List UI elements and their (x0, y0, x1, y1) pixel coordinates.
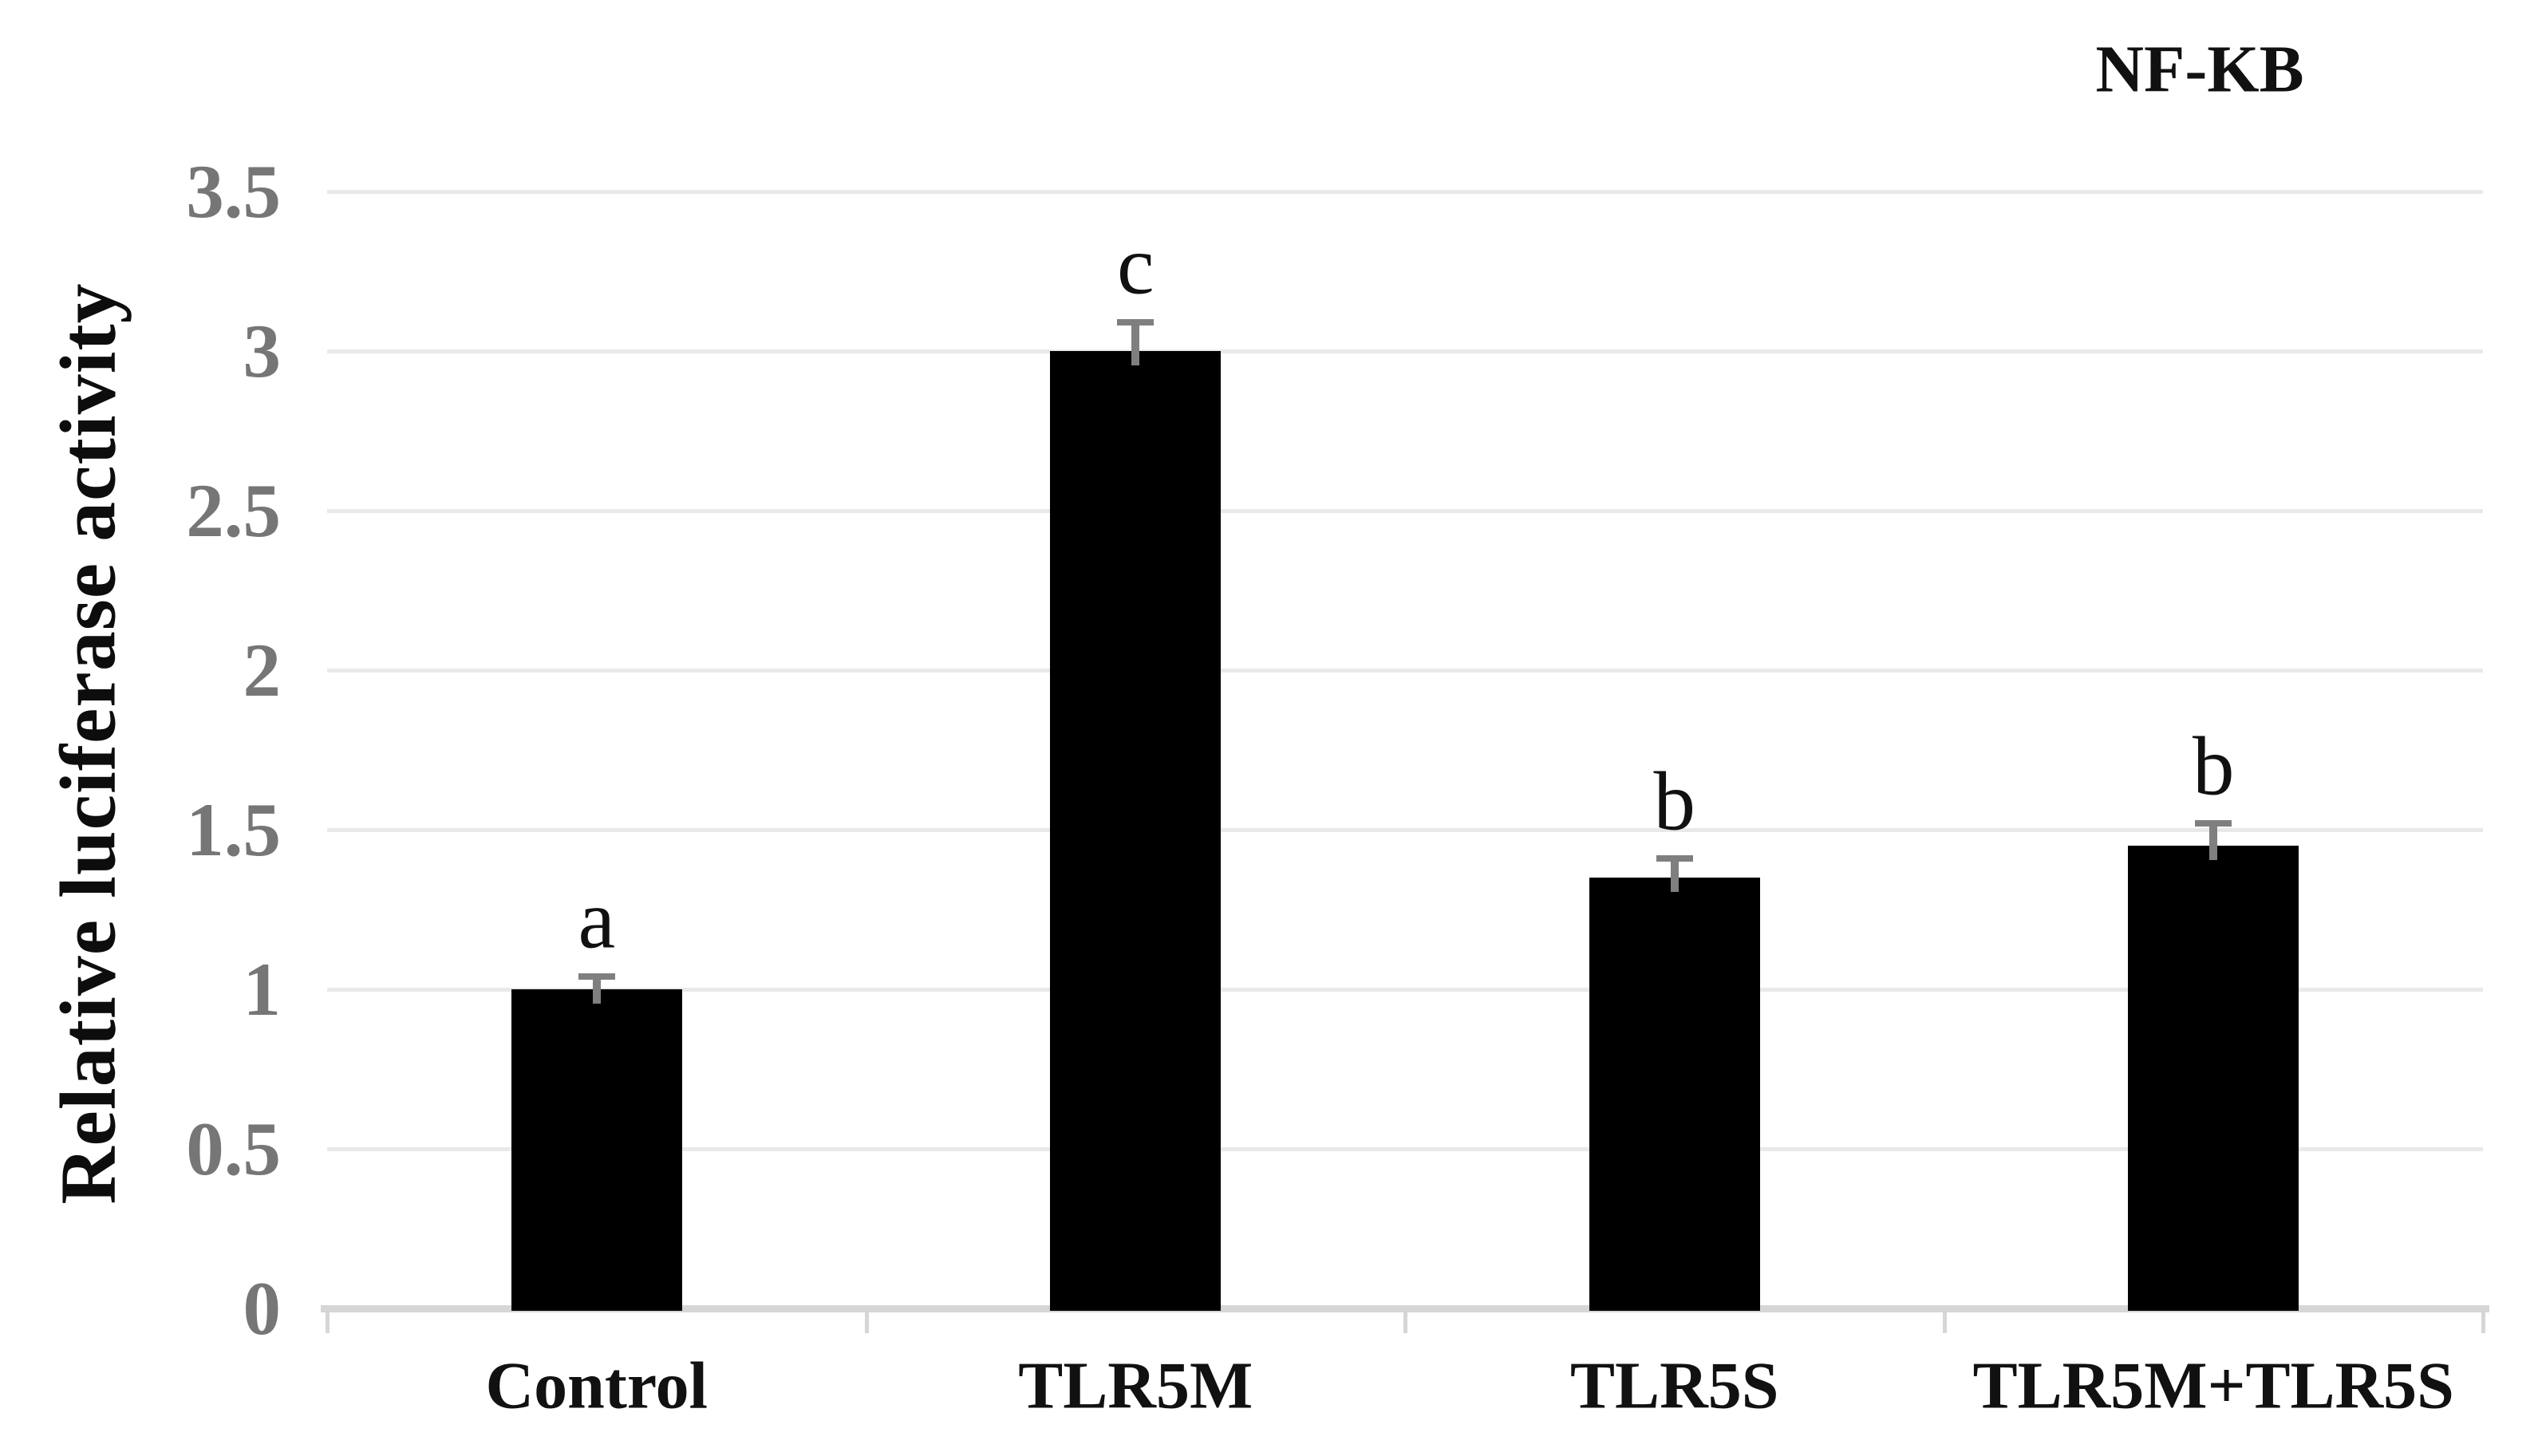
gridline (327, 349, 2483, 353)
gridline (327, 828, 2483, 832)
gridline (327, 509, 2483, 513)
chart-title: NF-KB (2095, 32, 2304, 107)
x-axis-tick (326, 1312, 330, 1333)
x-axis-tick (864, 1312, 869, 1333)
x-axis-tick (1942, 1312, 1947, 1333)
gridline (327, 669, 2483, 673)
significance-letter: c (1116, 218, 1155, 312)
error-bar-stem (2209, 823, 2218, 860)
error-bar-cap (2195, 820, 2232, 827)
y-tick-label: 3 (243, 309, 282, 393)
error-bar-cap (1117, 319, 1155, 326)
x-axis-tick (2481, 1312, 2485, 1333)
y-tick-label: 1 (243, 947, 282, 1032)
gridline (327, 1147, 2483, 1151)
error-bar-stem (1670, 858, 1679, 892)
y-axis-title: Relative luciferase activity (43, 282, 132, 1205)
y-tick-label: 0.5 (186, 1107, 281, 1191)
x-category-label: TLR5M (1018, 1348, 1253, 1423)
gridline (327, 190, 2483, 194)
error-bar-stem (592, 977, 601, 1004)
bar (1589, 878, 1760, 1311)
error-bar-cap (578, 973, 615, 980)
gridline (327, 988, 2483, 992)
y-tick-label: 2 (243, 628, 282, 712)
x-axis-tick (1403, 1312, 1407, 1333)
significance-letter: b (2193, 719, 2235, 813)
error-bar-cap (1656, 855, 1693, 862)
error-bar-stem (1131, 322, 1140, 365)
y-tick-label: 0 (243, 1266, 282, 1351)
bar (2128, 846, 2299, 1311)
x-category-label: TLR5S (1570, 1348, 1779, 1423)
significance-letter: a (578, 872, 616, 966)
x-category-label: TLR5M+TLR5S (1972, 1348, 2454, 1423)
bar (511, 989, 682, 1311)
bar (1050, 351, 1222, 1311)
x-axis-line (321, 1305, 2489, 1312)
significance-letter: b (1653, 754, 1696, 848)
y-tick-label: 2.5 (186, 468, 281, 553)
x-category-label: Control (485, 1348, 708, 1423)
y-tick-label: 1.5 (186, 787, 281, 872)
y-tick-label: 3.5 (186, 149, 281, 234)
